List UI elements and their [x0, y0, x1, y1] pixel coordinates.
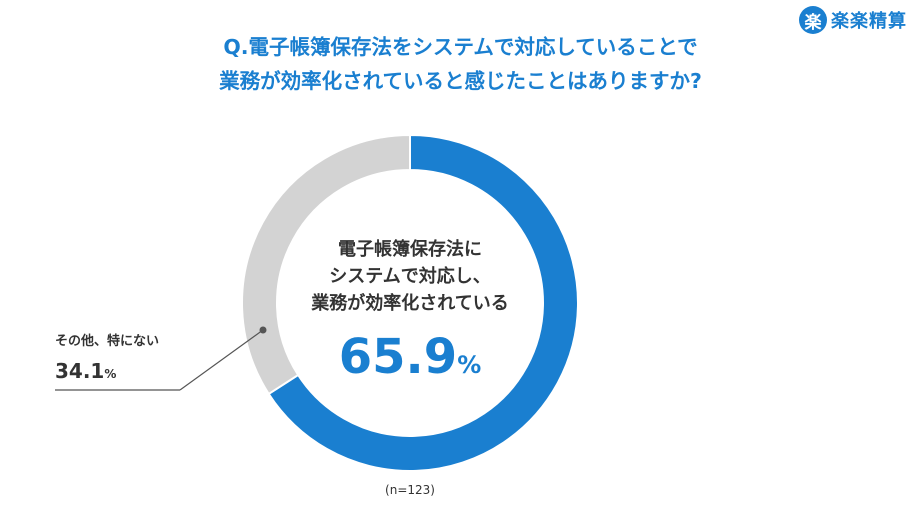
chart-title: Q.電子帳簿保存法をシステムで対応していることで 業務が効率化されていると感じた… — [0, 30, 921, 98]
donut-slice-1 — [267, 133, 579, 472]
center-label-line-2: システムで対応し、 — [329, 265, 490, 287]
donut-slices — [241, 133, 579, 472]
center-value-unit: % — [457, 351, 481, 379]
callout-dot — [259, 326, 267, 334]
center-value-number: 65.9 — [339, 329, 457, 385]
other-value-unit: % — [104, 367, 116, 381]
brand-logo: 楽 楽楽精算 — [799, 6, 907, 34]
other-value-number: 34.1 — [55, 359, 104, 383]
sample-size-note: (n=123) — [385, 483, 435, 497]
center-value: 65.9% — [339, 329, 481, 385]
other-category-label: その他、特にない — [55, 333, 159, 349]
center-label-line-3: 業務が効率化されている — [310, 292, 508, 314]
logo-text: 楽楽精算 — [831, 11, 907, 32]
callout-leader-diagonal — [179, 329, 264, 391]
other-category-value: 34.1% — [55, 359, 116, 383]
chart-title-line-2: 業務が効率化されていると感じたことはありますか? — [219, 69, 702, 93]
logo-mark-icon: 楽 — [799, 6, 827, 34]
center-label-line-1: 電子帳簿保存法に — [338, 238, 482, 260]
chart-title-line-1: Q.電子帳簿保存法をシステムで対応していることで — [223, 35, 698, 59]
donut-slice-2 — [241, 133, 411, 396]
